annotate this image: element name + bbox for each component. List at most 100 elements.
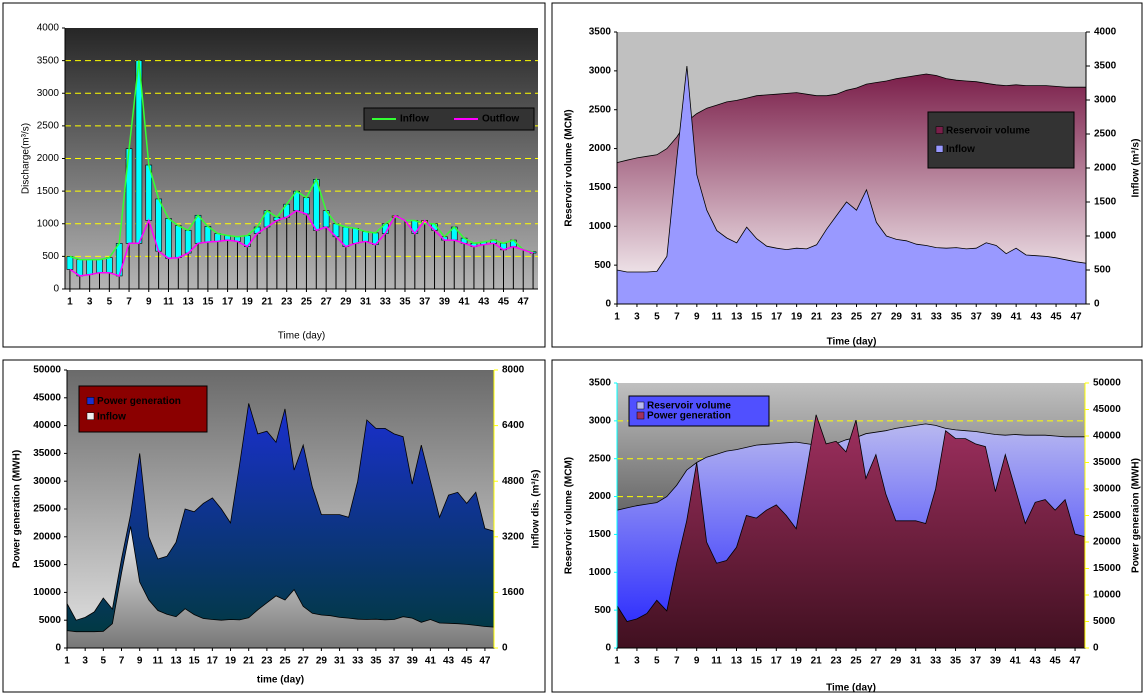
x-tick-label: 37 — [419, 297, 431, 308]
y-tick-label: 0 — [53, 284, 59, 295]
y-tick-label: 1500 — [589, 529, 612, 540]
x-tick-label: 19 — [225, 656, 237, 667]
x-tick-label: 11 — [163, 297, 174, 308]
y-tick-label: 3500 — [589, 27, 612, 38]
y-tick-label: 500 — [594, 260, 611, 271]
y2-tick-label: 4800 — [502, 476, 525, 487]
y-tick-label: 15000 — [33, 559, 61, 570]
x-tick-label: 23 — [831, 312, 843, 323]
x-tick-label: 3 — [87, 297, 93, 308]
y-tick-label: 20000 — [33, 531, 61, 542]
x-tick-label: 41 — [1011, 312, 1023, 323]
x-tick-label: 7 — [674, 312, 680, 323]
legend-swatch — [86, 397, 95, 405]
y-tick-label: 2500 — [589, 104, 612, 115]
x-tick-label: 31 — [360, 297, 372, 308]
area — [616, 414, 1086, 649]
x-tick-label: 47 — [1069, 656, 1081, 667]
y2-tick-label: 20000 — [1093, 537, 1121, 548]
x-tick-label: 17 — [222, 297, 234, 308]
y-tick-label: 5000 — [39, 615, 62, 626]
x-tick-label: 47 — [479, 656, 491, 667]
x-tick-label: 25 — [851, 312, 863, 323]
hilo-bar — [184, 229, 192, 254]
x-tick-label: 11 — [711, 312, 722, 323]
y-tick-label: 0 — [605, 643, 611, 654]
y2-tick-label: 30000 — [1093, 484, 1121, 495]
area — [616, 65, 1087, 305]
hilo-bar — [66, 256, 74, 270]
y2-tick-label: 50000 — [1093, 378, 1121, 389]
x-tick-label: 29 — [316, 656, 328, 667]
x-tick-label: 19 — [791, 656, 803, 667]
x-tick-label: 5 — [654, 312, 660, 323]
x-tick-label: 17 — [771, 312, 783, 323]
y2-tick-label: 0 — [502, 643, 508, 654]
x-tick-label: 35 — [951, 312, 963, 323]
y2-tick-label: 5000 — [1093, 616, 1116, 627]
legend-label: Reservoir volume — [946, 125, 1030, 136]
legend-label: Inflow — [946, 144, 975, 155]
hilo-bar — [214, 233, 222, 242]
x-tick-label: 21 — [811, 656, 823, 667]
x-tick-label: 21 — [261, 297, 273, 308]
y2-axis-title: Power generaion (MWH) — [1131, 458, 1142, 573]
x-tick-label: 45 — [498, 297, 510, 308]
y2-tick-label: 1600 — [502, 587, 525, 598]
x-tick-label: 13 — [731, 656, 743, 667]
x-tick-label: 3 — [82, 656, 88, 667]
y-tick-label: 4000 — [37, 23, 60, 34]
x-tick-label: 37 — [971, 312, 983, 323]
legend-swatch — [636, 411, 645, 420]
x-tick-label: 5 — [654, 656, 660, 667]
y2-tick-label: 1500 — [1094, 197, 1117, 208]
x-tick-label: 11 — [153, 656, 164, 667]
y2-tick-label: 25000 — [1093, 510, 1121, 521]
x-tick-label: 7 — [126, 297, 132, 308]
chart-panel: 0 500 1000 1500 2000 2500 3000 3500 0 500 1000 1500… — [551, 2, 1143, 348]
y-tick-label: 2000 — [589, 491, 612, 502]
area — [66, 526, 495, 649]
x-tick-label: 23 — [261, 656, 273, 667]
x-tick-label: 1 — [614, 312, 620, 323]
legend-box — [927, 111, 1075, 169]
y-tick-label: 30000 — [33, 476, 61, 487]
x-tick-label: 43 — [1030, 656, 1042, 667]
area — [66, 403, 495, 649]
x-tick-label: 15 — [751, 656, 763, 667]
x-tick-label: 31 — [334, 656, 346, 667]
x-tick-label: 27 — [298, 656, 310, 667]
y2-tick-label: 2500 — [1094, 129, 1117, 140]
x-tick-label: 9 — [694, 656, 700, 667]
x-tick-label: 5 — [107, 297, 113, 308]
x-tick-label: 45 — [461, 656, 473, 667]
x-tick-label: 43 — [478, 297, 490, 308]
x-tick-label: 39 — [439, 297, 451, 308]
x-tick-label: 33 — [380, 297, 392, 308]
x-tick-label: 19 — [242, 297, 254, 308]
x-tick-label: 47 — [1070, 312, 1082, 323]
x-tick-label: 35 — [950, 656, 962, 667]
x-tick-label: 25 — [850, 656, 862, 667]
y-tick-label: 2000 — [37, 153, 60, 164]
y2-tick-label: 8000 — [502, 365, 525, 376]
y-tick-label: 2000 — [589, 143, 612, 154]
x-tick-label: 37 — [970, 656, 982, 667]
x-tick-label: 13 — [731, 312, 743, 323]
y-tick-label: 1500 — [589, 182, 612, 193]
y-axis-title: Discharge(m³/s) — [21, 123, 32, 194]
hilo-bar — [352, 228, 359, 244]
hilo-bar — [362, 231, 369, 242]
x-tick-label: 29 — [340, 297, 352, 308]
y-tick-label: 0 — [605, 299, 611, 310]
x-tick-label: 9 — [137, 656, 143, 667]
x-tick-label: 1 — [614, 656, 620, 667]
x-tick-label: 33 — [930, 656, 942, 667]
y2-tick-label: 15000 — [1093, 563, 1121, 574]
x-tick-label: 39 — [991, 312, 1003, 323]
x-axis-title: time (day) — [257, 675, 304, 686]
x-axis-title: Time (day) — [826, 683, 876, 694]
y-tick-label: 3500 — [37, 55, 60, 66]
y-tick-label: 2500 — [589, 453, 612, 464]
legend-box — [363, 107, 535, 131]
